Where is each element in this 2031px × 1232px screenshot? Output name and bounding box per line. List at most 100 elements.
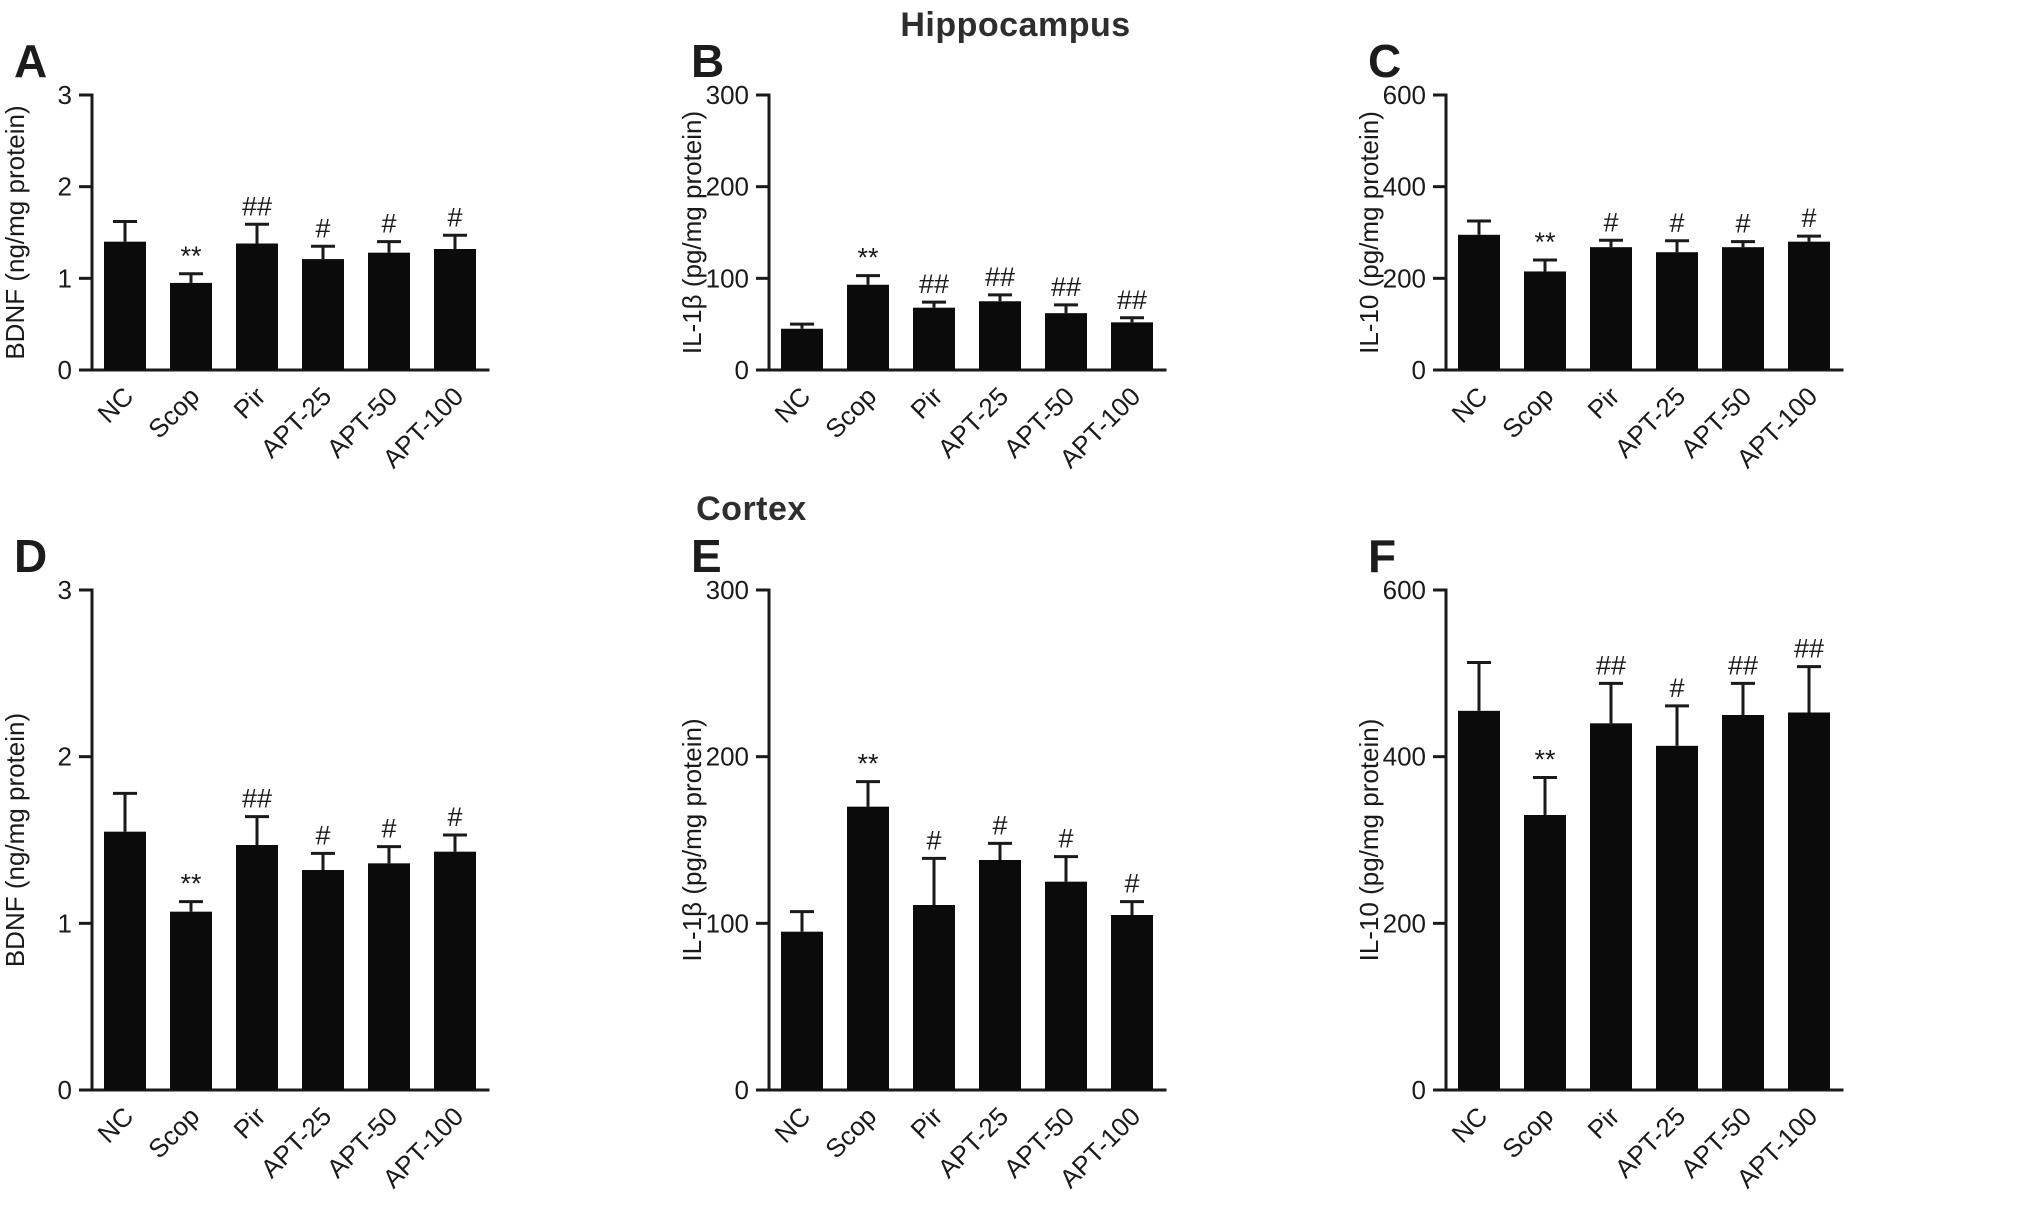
svg-text:**: ** xyxy=(180,869,202,899)
panel-c-letter: C xyxy=(1368,35,1402,87)
panel-d-chart: 0 1 2 3 BDNF (ng/mg protein) NC ** Scop ## Pir # AP… xyxy=(0,550,660,1223)
svg-text:2: 2 xyxy=(58,742,72,772)
svg-text:200: 200 xyxy=(706,742,749,772)
svg-text:**: ** xyxy=(1534,745,1556,775)
panel-f: F 0 200 400 600 IL-10 (pg/mg protein) NC ** Sco… xyxy=(1354,530,2031,1225)
svg-text:**: ** xyxy=(857,243,879,273)
svg-text:Pir: Pir xyxy=(1582,381,1626,425)
svg-text:0: 0 xyxy=(735,355,749,385)
svg-text:IL-1β (pg/mg protein): IL-1β (pg/mg protein) xyxy=(677,718,707,961)
svg-text:Scop: Scop xyxy=(819,1101,882,1164)
svg-text:#: # xyxy=(1124,869,1139,899)
panel-f-letter: F xyxy=(1368,530,1397,582)
svg-text:IL-1β (pg/mg protein): IL-1β (pg/mg protein) xyxy=(677,111,707,354)
chart-svg-e: 0 100 200 300 IL-1β (pg/mg protein) NC ** Scop #… xyxy=(677,575,1167,1194)
svg-text:##: ## xyxy=(242,784,272,814)
svg-text:200: 200 xyxy=(1383,263,1426,293)
svg-text:0: 0 xyxy=(58,1075,72,1105)
svg-text:0: 0 xyxy=(1412,1075,1426,1105)
svg-text:NC: NC xyxy=(768,381,816,429)
svg-text:##: ## xyxy=(1728,650,1758,680)
svg-text:NC: NC xyxy=(91,381,139,429)
svg-text:##: ## xyxy=(1117,285,1147,315)
svg-text:Pir: Pir xyxy=(228,1101,272,1145)
cortex-row: D 0 1 2 3 BDNF (ng/mg protein) NC ** Scop ## Pir #… xyxy=(0,530,2031,1225)
svg-text:#: # xyxy=(1669,208,1684,238)
panel-c: C 0 200 400 600 IL-10 (pg/mg protein) NC ** Sco… xyxy=(1354,35,2031,520)
svg-text:100: 100 xyxy=(706,263,749,293)
panel-f-chart: 0 200 400 600 IL-10 (pg/mg protein) NC ** Scop #… xyxy=(1354,550,2014,1223)
svg-text:#: # xyxy=(381,814,396,844)
panel-a: A 0 1 2 3 BDNF (ng/mg protein) NC ** Scop ## Pir #… xyxy=(0,35,677,520)
svg-text:APT-25: APT-25 xyxy=(932,381,1015,464)
svg-text:**: ** xyxy=(1534,227,1556,257)
svg-text:#: # xyxy=(1801,203,1816,233)
svg-text:#: # xyxy=(1669,673,1684,703)
svg-text:#: # xyxy=(992,810,1007,840)
svg-text:400: 400 xyxy=(1383,172,1426,202)
panel-b-chart: 0 100 200 300 IL-1β (pg/mg protein) NC ** Scop #… xyxy=(677,55,1337,520)
svg-text:NC: NC xyxy=(1445,381,1493,429)
svg-text:**: ** xyxy=(857,749,879,779)
svg-text:IL-10 (pg/mg protein): IL-10 (pg/mg protein) xyxy=(1354,719,1384,962)
svg-text:Pir: Pir xyxy=(1582,1101,1626,1145)
svg-text:0: 0 xyxy=(735,1075,749,1105)
chart-svg-f: 0 200 400 600 IL-10 (pg/mg protein) NC ** Scop #… xyxy=(1354,575,1844,1194)
svg-text:#: # xyxy=(381,209,396,239)
svg-text:400: 400 xyxy=(1383,742,1426,772)
svg-text:NC: NC xyxy=(1445,1101,1493,1149)
panel-c-chart: 0 200 400 600 IL-10 (pg/mg protein) NC ** Scop #… xyxy=(1354,55,2014,520)
svg-text:Pir: Pir xyxy=(905,381,949,425)
panel-d: D 0 1 2 3 BDNF (ng/mg protein) NC ** Scop ## Pir #… xyxy=(0,530,677,1225)
svg-text:#: # xyxy=(1603,207,1618,237)
panel-d-letter: D xyxy=(14,530,48,582)
svg-text:**: ** xyxy=(180,241,202,271)
svg-text:APT-25: APT-25 xyxy=(932,1101,1015,1184)
svg-text:##: ## xyxy=(242,191,272,221)
svg-text:2: 2 xyxy=(58,172,72,202)
hippocampus-row: A 0 1 2 3 BDNF (ng/mg protein) NC ** Scop ## Pir #… xyxy=(0,35,2031,520)
panel-e-letter: E xyxy=(691,530,722,582)
panel-b: B 0 100 200 300 IL-1β (pg/mg protein) NC ** Sco… xyxy=(677,35,1354,520)
panel-e-chart: 0 100 200 300 IL-1β (pg/mg protein) NC ** Scop #… xyxy=(677,550,1337,1223)
svg-text:Pir: Pir xyxy=(905,1101,949,1145)
svg-text:#: # xyxy=(315,213,330,243)
section-title-cortex: Cortex xyxy=(696,490,807,528)
svg-text:Scop: Scop xyxy=(1496,381,1559,444)
svg-text:BDNF (ng/mg protein): BDNF (ng/mg protein) xyxy=(0,713,30,967)
svg-text:Scop: Scop xyxy=(1496,1101,1559,1164)
svg-text:##: ## xyxy=(919,269,949,299)
svg-text:3: 3 xyxy=(58,575,72,605)
svg-text:#: # xyxy=(315,820,330,850)
svg-text:600: 600 xyxy=(1383,80,1426,110)
svg-text:Pir: Pir xyxy=(228,381,272,425)
svg-text:1: 1 xyxy=(58,263,72,293)
panel-e: E 0 100 200 300 IL-1β (pg/mg protein) NC ** Sco… xyxy=(677,530,1354,1225)
svg-text:NC: NC xyxy=(768,1101,816,1149)
svg-text:1: 1 xyxy=(58,908,72,938)
panel-a-chart: 0 1 2 3 BDNF (ng/mg protein) NC ** Scop ## Pir # AP… xyxy=(0,55,660,520)
svg-text:100: 100 xyxy=(706,908,749,938)
svg-text:#: # xyxy=(447,802,462,832)
svg-text:APT-25: APT-25 xyxy=(1609,381,1692,464)
svg-text:0: 0 xyxy=(58,355,72,385)
chart-svg-a: 0 1 2 3 BDNF (ng/mg protein) NC ** Scop ## Pir # AP… xyxy=(0,80,490,474)
svg-text:##: ## xyxy=(1794,634,1824,664)
svg-text:NC: NC xyxy=(91,1101,139,1149)
svg-text:BDNF (ng/mg protein): BDNF (ng/mg protein) xyxy=(0,105,30,359)
svg-text:#: # xyxy=(1058,824,1073,854)
svg-text:Scop: Scop xyxy=(819,381,882,444)
svg-text:3: 3 xyxy=(58,80,72,110)
svg-text:APT-25: APT-25 xyxy=(255,1101,338,1184)
svg-text:APT-25: APT-25 xyxy=(255,381,338,464)
svg-text:##: ## xyxy=(985,262,1015,292)
panel-b-letter: B xyxy=(691,35,725,87)
svg-text:IL-10 (pg/mg protein): IL-10 (pg/mg protein) xyxy=(1354,111,1384,354)
svg-text:Scop: Scop xyxy=(142,1101,205,1164)
svg-text:600: 600 xyxy=(1383,575,1426,605)
svg-text:Scop: Scop xyxy=(142,381,205,444)
